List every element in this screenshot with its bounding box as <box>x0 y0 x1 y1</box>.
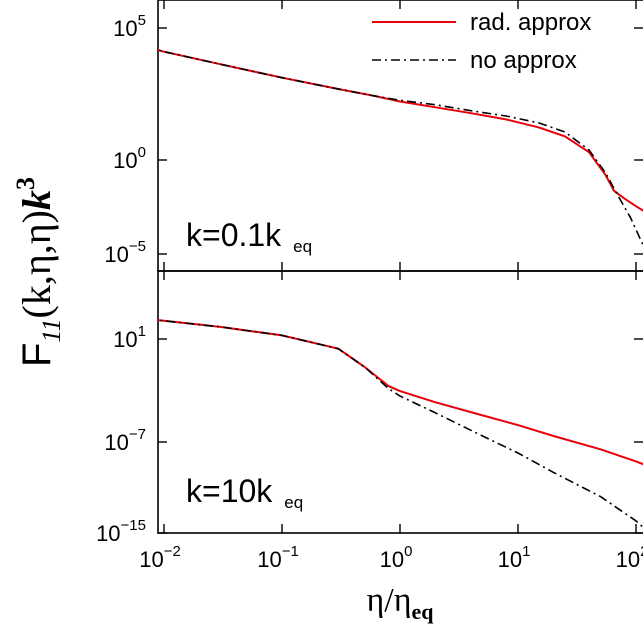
x-tick-label: 10−1 <box>257 543 299 572</box>
y-tick-label: 10−5 <box>104 238 146 267</box>
x-tick-label: 10−2 <box>139 543 181 572</box>
x-tick-label: 101 <box>498 543 531 572</box>
x-tick-label: 100 <box>380 543 413 572</box>
legend-label: rad. approx <box>470 9 591 36</box>
plot-panels: 105 100 10−5 k=0.1k eq 101 10−7 10−15 k=10k eq 10−… <box>96 0 643 572</box>
panel-bottom: 101 10−7 10−15 k=10k eq <box>96 270 643 546</box>
series-line-no-approx <box>158 49 643 247</box>
panel-annotation: k=0.1k eq <box>186 217 312 256</box>
series-line-rad-approx <box>158 319 643 466</box>
panel-frame <box>157 270 643 534</box>
series-line-no-approx <box>158 319 643 529</box>
y-axis-label: F11(k,η,η)k3 <box>11 177 66 367</box>
y-tick-label: 10−15 <box>96 517 146 546</box>
y-tick-label: 10−7 <box>104 426 146 455</box>
legend: rad. approx no approx <box>372 9 591 74</box>
x-tick-label: 102 <box>616 543 643 572</box>
y-tick-label: 101 <box>113 323 146 352</box>
x-axis-label: η/ηeq <box>366 582 434 624</box>
y-tick-label: 100 <box>113 144 146 173</box>
panel-annotation: k=10k eq <box>186 473 303 512</box>
panel-top: 105 100 10−5 k=0.1k eq <box>104 0 643 272</box>
y-tick-label: 105 <box>113 12 146 41</box>
legend-label: no approx <box>470 47 577 74</box>
